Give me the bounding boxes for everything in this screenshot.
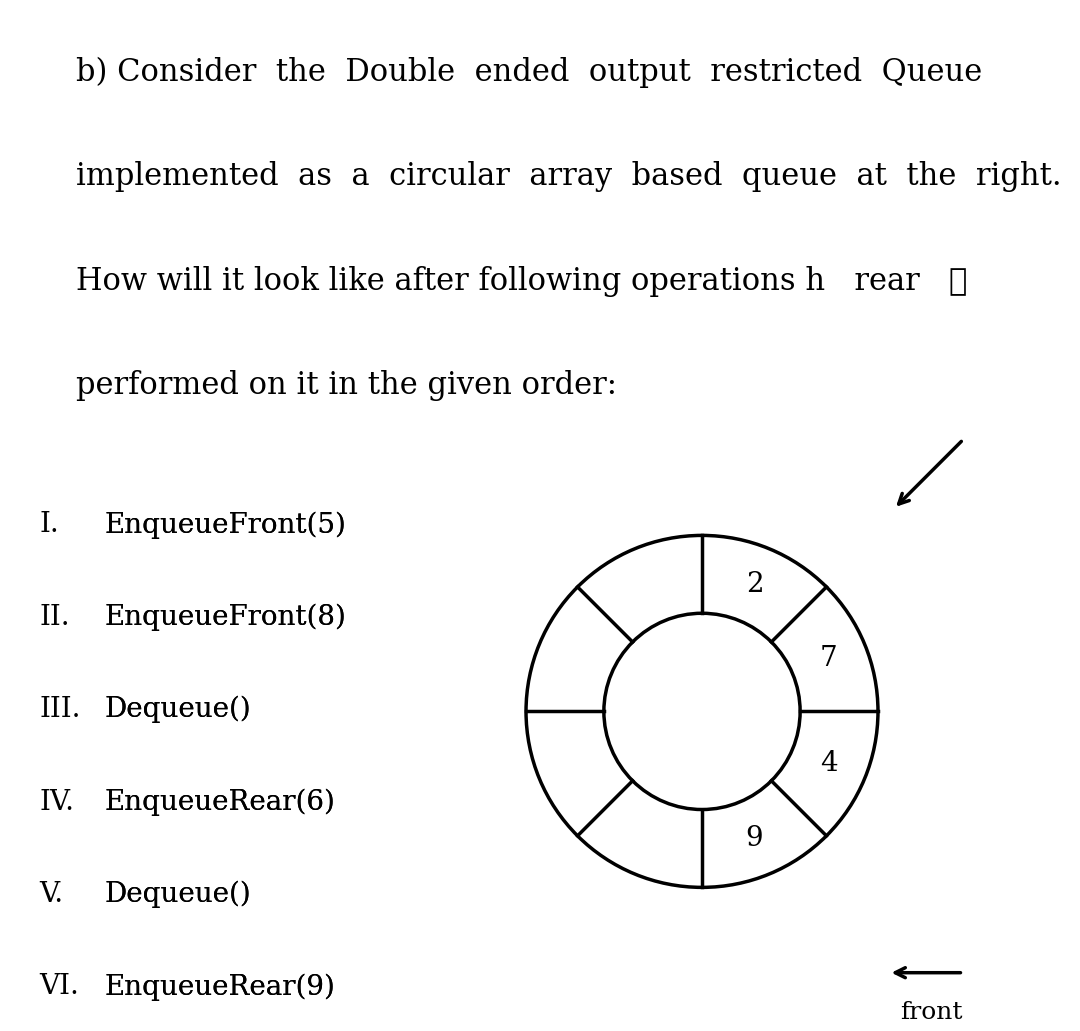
Text: EnqueueFront(8): EnqueueFront(8): [105, 604, 347, 631]
Text: b) Consider  the  Double  ended  output  restricted  Queue: b) Consider the Double ended output rest…: [76, 57, 982, 88]
Text: implemented  as  a  circular  array  based  queue  at  the  right.: implemented as a circular array based qu…: [76, 161, 1062, 192]
Text: IV.: IV.: [40, 789, 75, 816]
Text: EnqueueRear(9): EnqueueRear(9): [105, 973, 335, 1001]
Text: performed on it in the given order:: performed on it in the given order:: [76, 370, 617, 401]
Text: I.: I.: [40, 511, 59, 538]
Text: V.: V.: [40, 880, 64, 908]
Text: 2: 2: [745, 571, 764, 598]
Text: VI.: VI.: [40, 973, 80, 1000]
Text: Dequeue(): Dequeue(): [105, 696, 251, 724]
Text: Dequeue(): Dequeue(): [105, 696, 251, 724]
Text: EnqueueFront(5): EnqueueFront(5): [105, 511, 347, 539]
Text: II.: II.: [40, 604, 70, 631]
Text: EnqueueFront(5): EnqueueFront(5): [105, 511, 347, 539]
Text: Dequeue(): Dequeue(): [105, 880, 251, 908]
Text: EnqueueRear(6): EnqueueRear(6): [105, 789, 335, 816]
Text: 9: 9: [745, 825, 764, 852]
Text: 4: 4: [820, 751, 837, 777]
Text: How will it look like after following operations h   rear   ②: How will it look like after following op…: [76, 266, 967, 297]
Text: 7: 7: [820, 645, 837, 672]
Text: front: front: [900, 1001, 962, 1025]
Text: III.: III.: [40, 696, 81, 723]
Text: EnqueueRear(6): EnqueueRear(6): [105, 789, 335, 816]
Text: Dequeue(): Dequeue(): [105, 880, 251, 908]
Text: EnqueueRear(9): EnqueueRear(9): [105, 973, 335, 1001]
Text: EnqueueFront(8): EnqueueFront(8): [105, 604, 347, 631]
